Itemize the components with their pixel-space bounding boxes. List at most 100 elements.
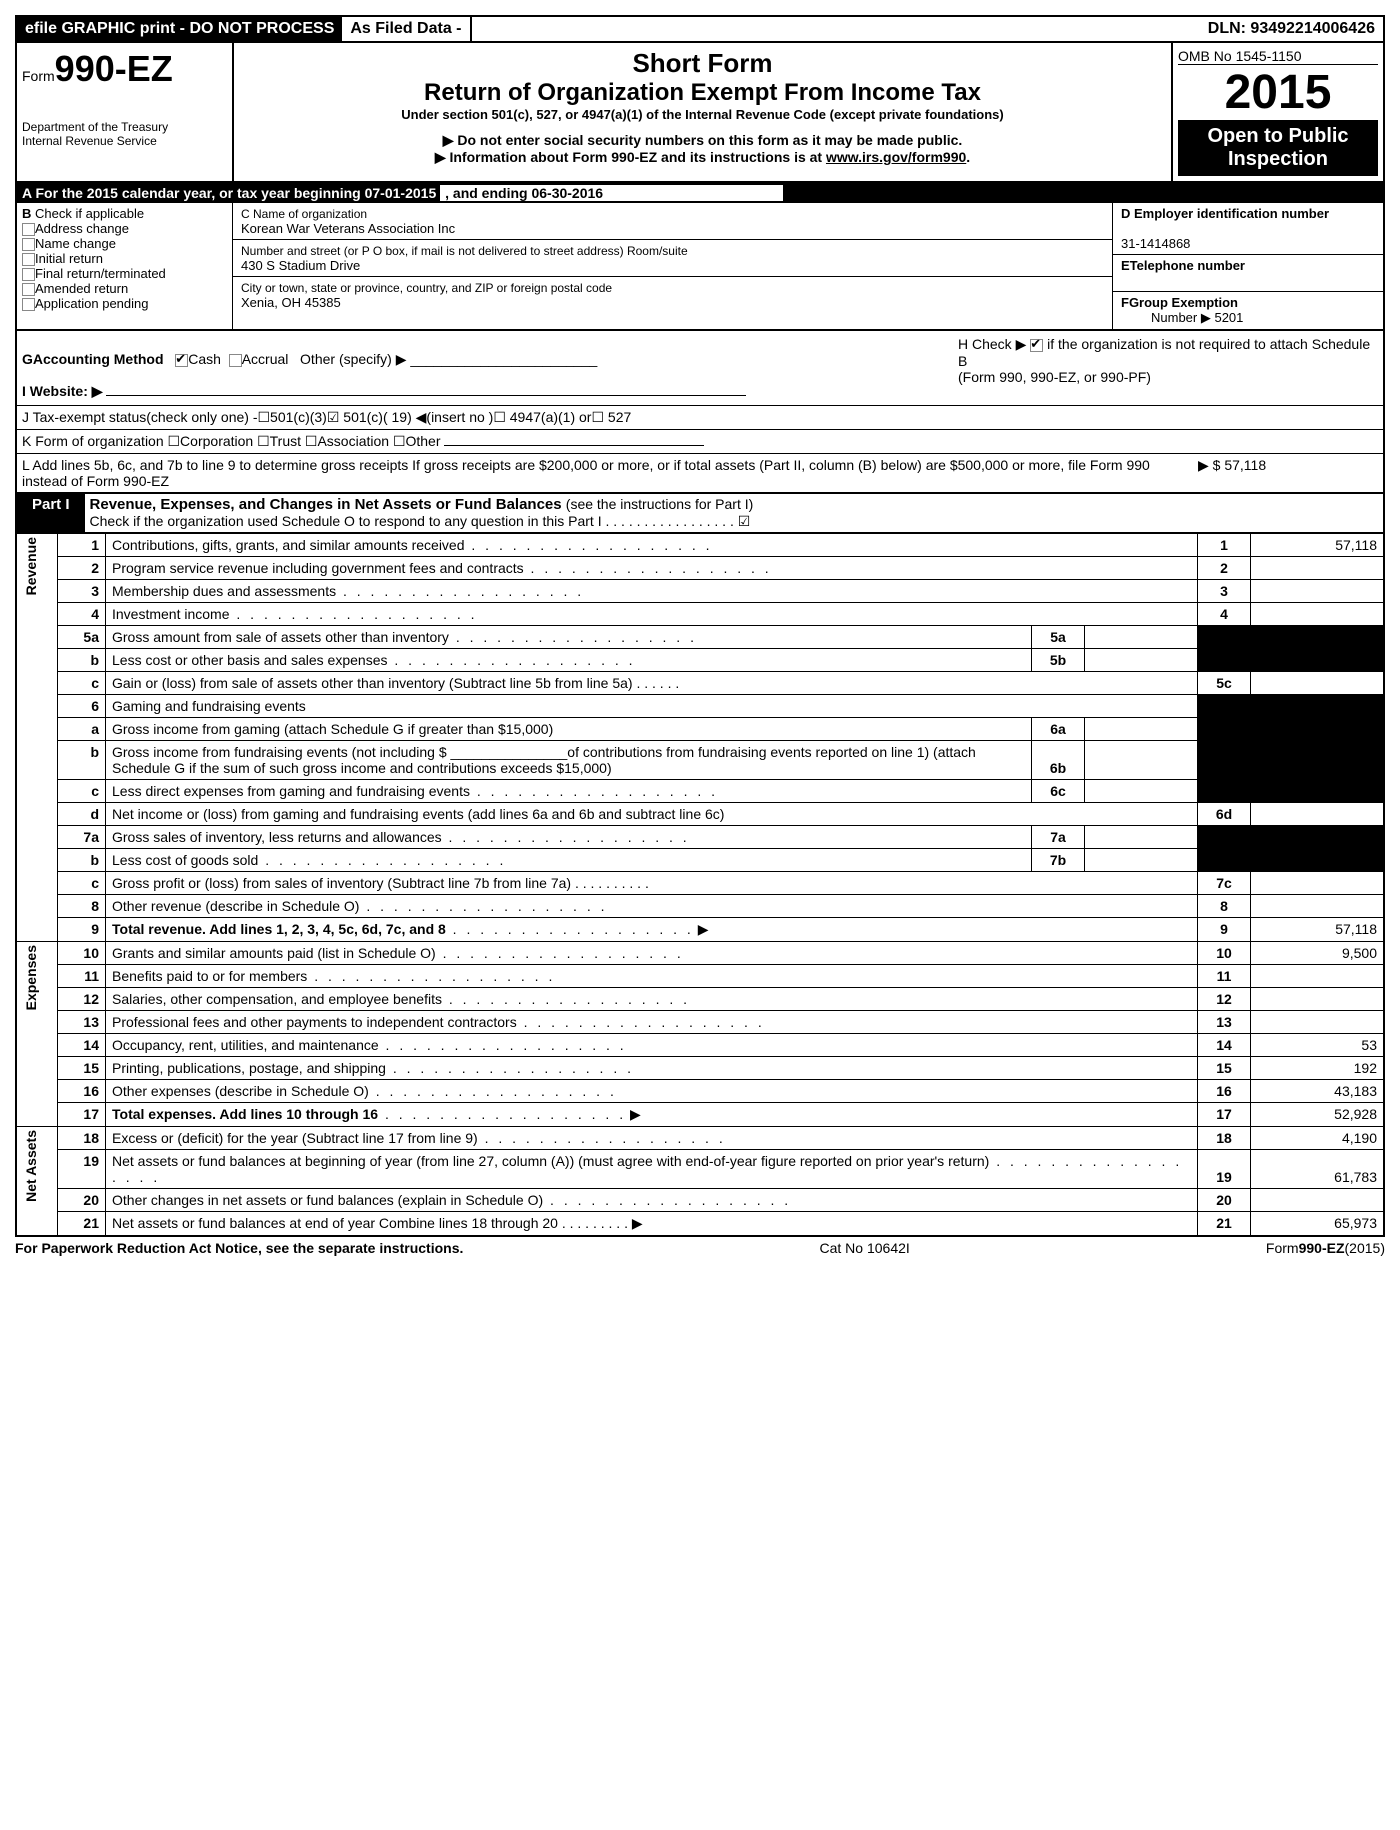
line-11: 11Benefits paid to or for members11 [16,965,1384,988]
chk-application-pending[interactable]: Application pending [22,296,227,311]
tax-year: 2015 [1178,65,1378,120]
header-mid: Short Form Return of Organization Exempt… [234,43,1173,181]
bullet-ssn: ▶ Do not enter social security numbers o… [239,132,1166,149]
section-c: C Name of organization Korean War Vetera… [233,203,1112,329]
chk-amended[interactable]: Amended return [22,281,227,296]
bcd-row: B Check if applicable Address change Nam… [17,203,1383,329]
line-7a: 7aGross sales of inventory, less returns… [16,826,1384,849]
chk-accrual[interactable] [229,354,242,367]
section-j: J Tax-exempt status(check only one) -☐50… [15,406,1385,430]
header-left: Form990-EZ Department of the Treasury In… [17,43,234,181]
part1-label: Part I [17,494,85,532]
section-l: L Add lines 5b, 6c, and 7b to line 9 to … [15,454,1385,494]
street-value: 430 S Stadium Drive [241,258,360,273]
street-cell: Number and street (or P O box, if mail i… [233,240,1112,277]
accrual-label: Accrual [242,351,289,367]
chk-address-change[interactable]: Address change [22,221,227,236]
line-3: 3Membership dues and assessments3 [16,580,1384,603]
f-value: Number ▶ 5201 [1121,310,1243,325]
line-2: 2Program service revenue including gover… [16,557,1384,580]
line-16: 16Other expenses (describe in Schedule O… [16,1080,1384,1103]
c-label: C Name of organization [241,207,367,221]
line-12: 12Salaries, other compensation, and empl… [16,988,1384,1011]
part1-check: Check if the organization used Schedule … [90,513,751,529]
section-a-through-f: A For the 2015 calendar year, or tax yea… [15,183,1385,331]
g-label: GAccounting Method [22,351,164,367]
f-label: FGroup Exemption [1121,295,1238,310]
dept-irs: Internal Revenue Service [22,134,227,148]
dept-treasury: Department of the Treasury [22,120,227,134]
city-label: City or town, state or province, country… [241,281,612,295]
bullet-info: ▶ Information about Form 990-EZ and its … [239,149,1166,166]
omb-number: OMB No 1545-1150 [1178,48,1378,65]
section-h: H Check ▶ if the organization is not req… [948,336,1378,400]
other-label: Other (specify) ▶ [300,351,406,367]
h-text2: (Form 990, 990-EZ, or 990-PF) [958,369,1151,385]
row-a: A For the 2015 calendar year, or tax yea… [17,183,1383,203]
l-amount: ▶ $ 57,118 [1198,457,1378,489]
line-15: 15Printing, publications, postage, and s… [16,1057,1384,1080]
chk-initial-return[interactable]: Initial return [22,251,227,266]
dln-number: DLN: 93492214006426 [1200,17,1383,41]
part1-title-wrap: Revenue, Expenses, and Changes in Net As… [85,494,759,532]
section-b: B Check if applicable Address change Nam… [17,203,233,329]
line-5b: bLess cost or other basis and sales expe… [16,649,1384,672]
street-label: Number and street (or P O box, if mail i… [241,244,688,258]
group-exemption-cell: FGroup Exemption Number ▶ 5201 [1113,292,1383,329]
line-6: 6Gaming and fundraising events [16,695,1384,718]
h-label: H Check ▶ [958,336,1026,352]
expenses-vlabel: Expenses [16,942,58,1127]
form-number: Form990-EZ [22,48,227,90]
section-g-h-i: GAccounting Method Cash Accrual Other (s… [15,331,1385,406]
line-19: 19Net assets or fund balances at beginni… [16,1150,1384,1189]
subtitle: Under section 501(c), 527, or 4947(a)(1)… [239,107,1166,122]
chk-final-return[interactable]: Final return/terminated [22,266,227,281]
chk-schedule-b[interactable] [1030,339,1043,352]
l-text: L Add lines 5b, 6c, and 7b to line 9 to … [22,457,1198,489]
telephone-cell: ETelephone number [1113,255,1383,292]
b-header2: Check if applicable [35,206,144,221]
form-990ez: efile GRAPHIC print - DO NOT PROCESS As … [15,15,1385,1259]
line-13: 13Professional fees and other payments t… [16,1011,1384,1034]
line-7c: cGross profit or (loss) from sales of in… [16,872,1384,895]
top-bar: efile GRAPHIC print - DO NOT PROCESS As … [15,15,1385,43]
line-6c: cLess direct expenses from gaming and fu… [16,780,1384,803]
footer-mid: Cat No 10642I [820,1240,910,1256]
chk-name-change[interactable]: Name change [22,236,227,251]
website-field[interactable] [106,395,746,396]
open-public-badge: Open to Public Inspection [1178,120,1378,176]
line-18: Net Assets 18Excess or (deficit) for the… [16,1127,1384,1150]
irs-link[interactable]: www.irs.gov/form990 [826,149,966,165]
line-14: 14Occupancy, rent, utilities, and mainte… [16,1034,1384,1057]
line-21: 21Net assets or fund balances at end of … [16,1212,1384,1237]
form-num-big: 990-EZ [55,48,173,89]
footer: For Paperwork Reduction Act Notice, see … [15,1237,1385,1259]
line-17: 17Total expenses. Add lines 10 through 1… [16,1103,1384,1127]
footer-right: Form990-EZ(2015) [1266,1240,1385,1256]
tax-year-end: , and ending 06-30-2016 [440,185,783,201]
org-name-cell: C Name of organization Korean War Vetera… [233,203,1112,240]
d-label: D Employer identification number [1121,206,1329,221]
i-website-label: I Website: ▶ [22,383,103,399]
e-label: ETelephone number [1121,258,1245,273]
chk-cash[interactable] [175,354,188,367]
part1-sub: (see the instructions for Part I) [566,496,754,512]
line-8: 8Other revenue (describe in Schedule O)8 [16,895,1384,918]
open-line1: Open to Public [1183,125,1373,148]
line-5a: 5aGross amount from sale of assets other… [16,626,1384,649]
open-line2: Inspection [1183,148,1373,171]
header-right: OMB No 1545-1150 2015 Open to Public Ins… [1173,43,1383,181]
revenue-vlabel: Revenue [16,534,58,942]
part1-table: Revenue 1 Contributions, gifts, grants, … [15,533,1385,1237]
tax-year-begin: A For the 2015 calendar year, or tax yea… [22,185,436,201]
line-6d: dNet income or (loss) from gaming and fu… [16,803,1384,826]
as-filed-label: As Filed Data - [342,17,471,41]
header-bullets: ▶ Do not enter social security numbers o… [239,132,1166,166]
part1-header: Part I Revenue, Expenses, and Changes in… [15,494,1385,533]
form-header: Form990-EZ Department of the Treasury In… [15,43,1385,183]
line-6a: aGross income from gaming (attach Schedu… [16,718,1384,741]
line-9: 9Total revenue. Add lines 1, 2, 3, 4, 5c… [16,918,1384,942]
line-5c: cGain or (loss) from sale of assets othe… [16,672,1384,695]
line-20: 20Other changes in net assets or fund ba… [16,1189,1384,1212]
ein-value: 31-1414868 [1121,236,1190,251]
